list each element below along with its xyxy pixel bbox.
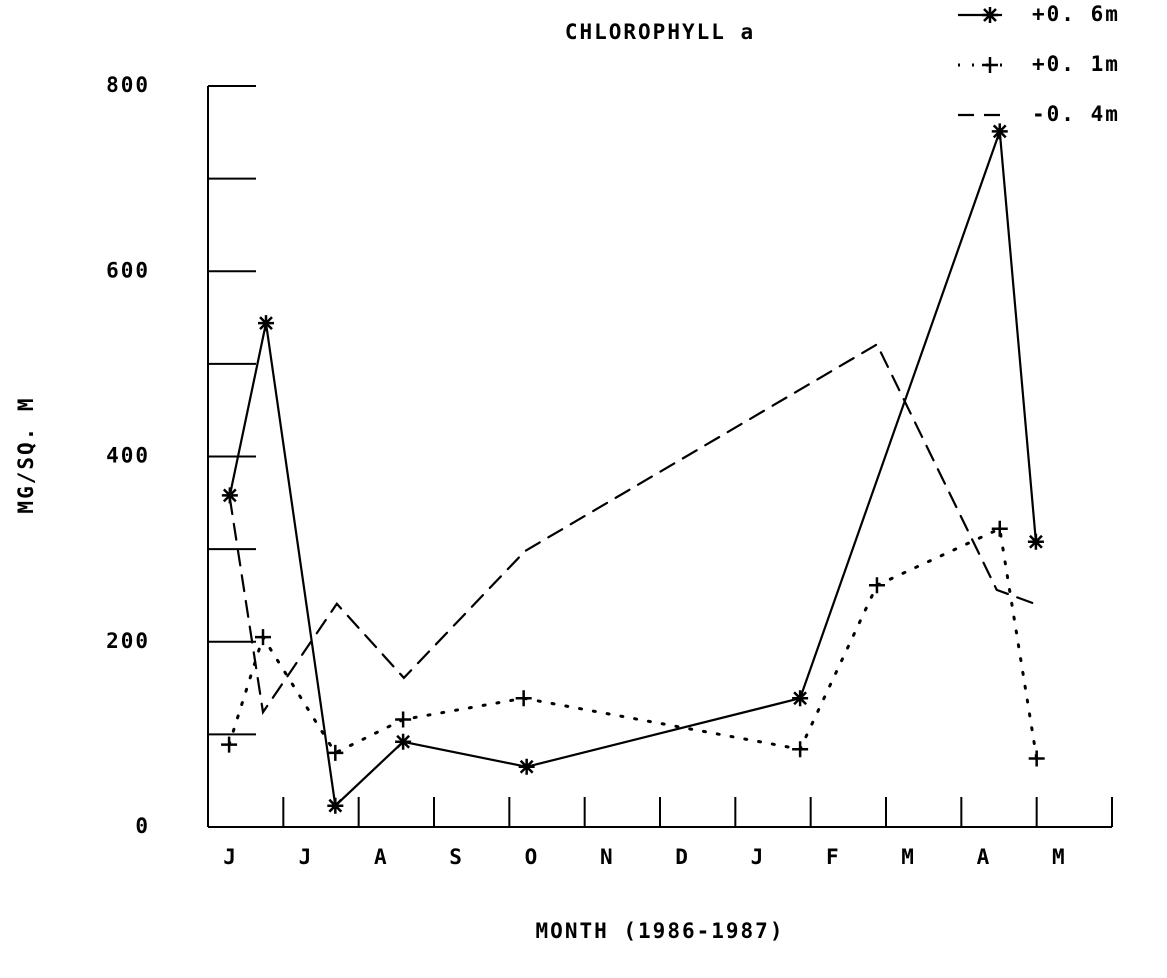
y-tick-label: 0 (135, 814, 150, 838)
point-marker (1027, 533, 1044, 550)
legend-label: +0. 6m (1032, 2, 1120, 26)
y-axis-label: MG/SQ. M (14, 396, 38, 513)
x-tick-label: A (977, 845, 992, 869)
point-marker (221, 736, 238, 753)
x-axis-label: MONTH (1986-1987) (536, 919, 785, 943)
y-tick-label: 600 (106, 258, 150, 282)
x-tick-label: A (374, 845, 389, 869)
chart-title: CHLOROPHYLL a (565, 20, 755, 44)
point-marker (221, 487, 238, 504)
y-tick-label: 800 (106, 73, 150, 97)
x-tick-label: J (299, 845, 314, 869)
point-marker (1028, 750, 1045, 767)
legend-marker (982, 57, 998, 73)
series-line (228, 131, 1038, 808)
x-tick-label: F (826, 845, 841, 869)
point-marker (518, 758, 535, 775)
x-tick-label: D (675, 845, 690, 869)
point-marker (327, 797, 344, 814)
x-tick-label: N (600, 845, 615, 869)
x-tick-label: J (751, 845, 766, 869)
point-marker (254, 629, 271, 646)
x-tick-label: J (223, 845, 238, 869)
series-line (227, 526, 1039, 760)
legend-label: -0. 4m (1032, 102, 1120, 126)
point-marker (258, 315, 275, 332)
point-marker (792, 690, 809, 707)
point-marker (515, 690, 532, 707)
y-tick-label: 200 (106, 629, 150, 653)
x-tick-label: S (449, 845, 464, 869)
series-line (228, 342, 1041, 716)
point-marker (991, 123, 1008, 140)
x-tick-label: M (1052, 845, 1067, 869)
point-marker (868, 577, 885, 594)
point-marker (395, 733, 412, 750)
point-marker (395, 711, 412, 728)
point-marker (792, 741, 809, 758)
x-tick-label: M (901, 845, 916, 869)
legend-label: +0. 1m (1032, 52, 1120, 76)
x-tick-label: O (525, 845, 540, 869)
legend-marker (982, 7, 998, 23)
point-marker (991, 520, 1008, 537)
y-tick-label: 400 (106, 444, 150, 468)
point-marker (327, 744, 344, 761)
